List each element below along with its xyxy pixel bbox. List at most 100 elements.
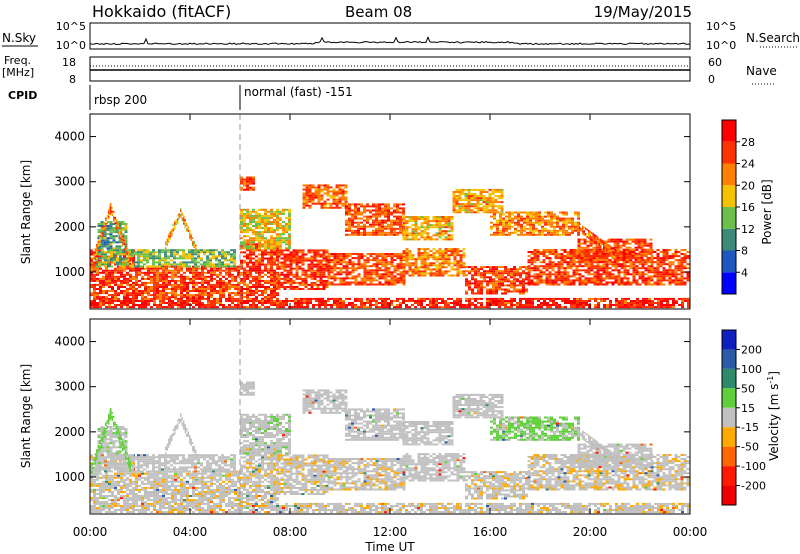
power-cell: [330, 283, 334, 286]
power-cell: [447, 306, 450, 309]
power-cell: [378, 211, 381, 214]
power-cell: [98, 265, 101, 268]
power-cell: [117, 277, 120, 280]
power-cell: [378, 213, 381, 216]
power-cell: [327, 269, 331, 272]
power-cell: [144, 292, 147, 295]
power-cell: [186, 297, 189, 300]
power-cell: [106, 237, 110, 240]
power-cell: [146, 251, 149, 254]
power-cell: [120, 292, 123, 295]
power-cell: [444, 226, 448, 229]
power-cell: [314, 194, 318, 197]
power-cell: [626, 265, 630, 268]
power-cell: [292, 259, 296, 262]
power-cell: [414, 234, 418, 237]
power-cell: [465, 306, 468, 309]
power-cell: [611, 281, 615, 284]
power-cell: [563, 267, 567, 270]
power-cell: [605, 263, 609, 266]
power-cell: [249, 227, 252, 230]
power-cell: [569, 253, 573, 255]
cpid-mode-0-label: rbsp 200: [94, 93, 147, 107]
power-cell: [111, 273, 114, 276]
power-cell: [221, 265, 224, 268]
power-cell: [255, 261, 258, 264]
power-cell: [369, 231, 372, 234]
power-cell: [560, 259, 564, 262]
power-cell: [93, 277, 96, 280]
power-cell: [156, 304, 159, 306]
power-cell: [195, 300, 198, 302]
power-cell: [273, 277, 276, 280]
power-cell: [243, 261, 246, 264]
power-cell: [555, 297, 558, 300]
power-cell: [390, 255, 394, 258]
power-cell: [513, 300, 516, 302]
power-cell: [573, 300, 576, 302]
power-cell: [270, 275, 273, 278]
power-cell: [134, 253, 137, 256]
power-cell: [599, 277, 603, 280]
power-cell: [307, 283, 311, 286]
power-cell: [635, 279, 639, 282]
power-cell: [677, 281, 681, 284]
power-cell: [426, 258, 430, 261]
power-cell: [420, 256, 424, 259]
power-cell: [97, 229, 101, 232]
power-cell: [605, 271, 609, 274]
power-cell: [554, 255, 558, 258]
power-cell: [623, 273, 627, 276]
power-cell: [240, 277, 243, 280]
power-cell: [363, 267, 367, 270]
power-cell: [636, 302, 639, 304]
power-cell: [351, 253, 355, 255]
power-cell: [280, 281, 284, 284]
power-cell: [680, 283, 684, 286]
power-cell: [557, 271, 561, 274]
power-cell: [216, 267, 219, 270]
power-cell: [647, 267, 651, 270]
power-cell: [301, 259, 305, 262]
power-cell: [125, 263, 128, 266]
power-cell: [177, 288, 180, 290]
power-cell: [545, 263, 549, 266]
power-cell: [563, 259, 567, 262]
power-cell: [123, 269, 126, 272]
power-cell: [219, 294, 222, 297]
power-cell: [417, 252, 421, 255]
power-cell: [325, 281, 329, 284]
power-cell: [573, 304, 576, 306]
power-cell: [200, 257, 203, 260]
power-cell: [261, 221, 264, 223]
power-cell: [97, 247, 101, 250]
power-cell: [335, 186, 339, 189]
power-cell: [264, 227, 267, 230]
power-cell: [313, 283, 317, 286]
power-cell: [125, 249, 128, 252]
power-cell: [548, 275, 552, 278]
power-cell: [677, 273, 681, 276]
power-cell: [587, 251, 591, 253]
power-cell: [378, 231, 381, 234]
power-cell: [624, 304, 627, 306]
power-cell: [101, 251, 104, 254]
power-cell: [264, 300, 267, 302]
power-cell: [414, 300, 417, 302]
power-cell: [249, 292, 252, 295]
power-cell: [107, 265, 110, 268]
power-cell: [240, 225, 243, 227]
power-cell: [522, 280, 525, 283]
power-cell: [153, 286, 156, 288]
power-cell: [270, 277, 273, 280]
power-cell: [255, 210, 258, 213]
power-cell: [366, 300, 369, 302]
power-cell: [270, 269, 273, 272]
power-cell: [662, 279, 666, 282]
power-cell: [677, 283, 681, 286]
power-cell: [111, 281, 114, 284]
power-cell: [270, 294, 273, 297]
power-cell: [525, 288, 528, 291]
power-cell: [548, 277, 552, 280]
power-cell: [498, 280, 501, 283]
